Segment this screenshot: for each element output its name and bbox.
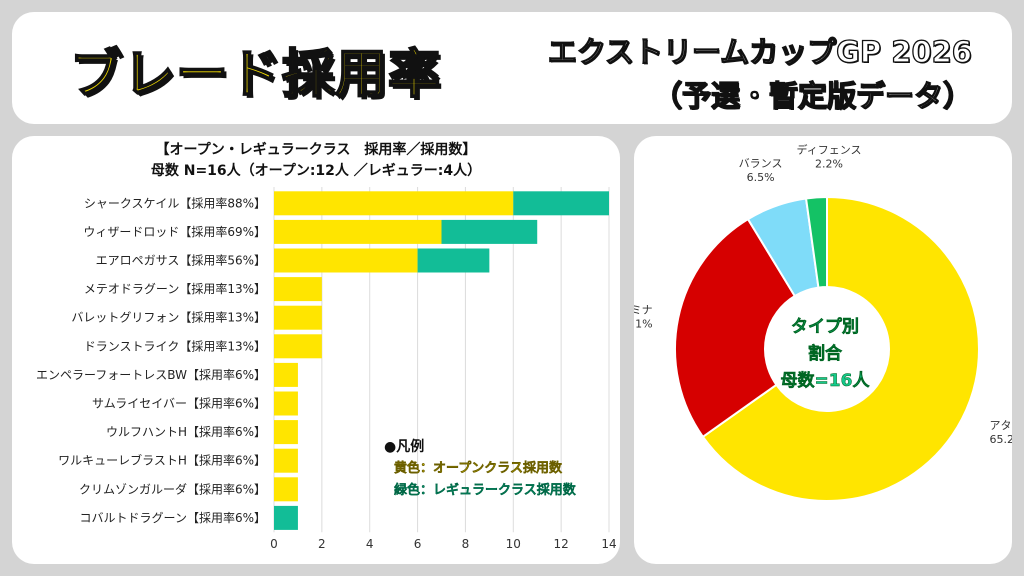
slice-label: スタミナ xyxy=(634,304,653,317)
center-label-line3: 母数=16人 xyxy=(780,371,870,392)
legend-regular-entry: 緑色：レギュラークラス採用数 xyxy=(394,483,576,498)
bar-open xyxy=(274,477,298,502)
bar-regular xyxy=(441,219,538,244)
category-label: ワルキューレブラストH【採用率6%】 xyxy=(58,453,266,468)
x-tick-label: 12 xyxy=(554,537,569,551)
slice-value-label: 26.1% xyxy=(634,318,653,331)
bar-open xyxy=(274,305,322,330)
page-title: ブレード採用率 xyxy=(69,44,442,106)
category-label: メテオドラグーン【採用率13%】 xyxy=(84,281,266,296)
x-tick-label: 0 xyxy=(270,537,278,551)
bar-open xyxy=(274,191,514,216)
category-label: シャークスケイル【採用率88%】 xyxy=(84,195,266,210)
x-tick-label: 2 xyxy=(318,537,326,551)
bar-open xyxy=(274,362,298,387)
event-title-line2: （予選・暫定版データ） xyxy=(652,78,972,113)
bar-open xyxy=(274,277,322,302)
slice-value-label: 6.5% xyxy=(747,171,775,184)
x-tick-label: 8 xyxy=(462,537,470,551)
slice-label: バランス xyxy=(739,157,783,170)
bar-chart: 0 2 4 6 8 10 12 14 シャークスケイル【採用率88%】ウィザードロッド【採用率6… xyxy=(36,187,617,551)
header-panel: ブレード採用率 エクストリームカップGP 2026 （予選・暫定版データ） xyxy=(12,12,1012,124)
bar-open xyxy=(274,334,322,359)
x-tick-label: 10 xyxy=(506,537,521,551)
bar-chart-title: 【オープン・レギュラークラス 採用率／採用数】 母数 N=16人（オープン:12… xyxy=(12,140,620,182)
legend-heading: ●凡例 xyxy=(384,439,425,455)
category-label: ウルフハントH【採用率6%】 xyxy=(106,424,266,439)
bar-open xyxy=(274,420,298,445)
category-label: エンペラーフォートレスBW【採用率6%】 xyxy=(36,367,266,382)
category-label: ドランストライク【採用率13%】 xyxy=(84,338,266,353)
slice-value-label: 65.2% xyxy=(990,433,1012,446)
bar-open xyxy=(274,219,442,244)
category-label: エアロペガサス【採用率56%】 xyxy=(96,253,266,268)
donut-slice xyxy=(674,217,797,439)
legend-open-entry: 黄色：オープンクラス採用数 xyxy=(394,461,562,476)
x-tick-label: 14 xyxy=(601,537,616,551)
slice-label: ディフェンス xyxy=(796,142,861,156)
bar-chart-panel: 0 2 4 6 8 10 12 14 シャークスケイル【採用率88%】 ウィザードロッド【採用率6… xyxy=(12,136,620,564)
center-label-line2: 割合 xyxy=(808,344,843,365)
center-label-line1: タイプ別 xyxy=(791,317,860,338)
slice-label: アタック xyxy=(990,419,1012,432)
bar-regular xyxy=(513,191,609,216)
category-label: サムライセイバー【採用率6%】 xyxy=(92,396,266,411)
event-title-line1: エクストリームカップGP 2026 xyxy=(547,34,972,69)
bar-open xyxy=(274,448,298,473)
category-label: コバルトドラグーン【採用率6%】 xyxy=(80,510,266,525)
legend: ●凡例 黄色：オープンクラス採用数 緑色：レギュラークラス採用数 xyxy=(384,436,576,502)
bar-chart-title-line2: 母数 N=16人（オープン:12人 ／レギュラー:4人） xyxy=(150,163,482,179)
donut-center-label: タイプ別 割合 母数=16人 xyxy=(780,314,870,395)
bar-regular xyxy=(274,505,298,530)
bar-regular xyxy=(417,248,490,273)
slice-value-label: 2.2% xyxy=(815,157,843,170)
bar-open xyxy=(274,248,418,273)
category-label: ウィザードロッド【採用率69%】 xyxy=(83,224,266,239)
bar-open xyxy=(274,391,298,416)
donut-slice xyxy=(804,195,828,289)
bar-chart-title-line1: 【オープン・レギュラークラス 採用率／採用数】 xyxy=(155,142,477,158)
event-title: エクストリームカップGP 2026 （予選・暫定版データ） xyxy=(547,30,972,118)
category-label: バレットグリフォン【採用率13%】 xyxy=(71,310,266,325)
x-tick-label: 6 xyxy=(414,537,422,551)
category-label: クリムゾンガルーダ【採用率6%】 xyxy=(79,481,266,496)
donut-slice xyxy=(701,195,980,502)
x-tick-label: 4 xyxy=(366,537,374,551)
